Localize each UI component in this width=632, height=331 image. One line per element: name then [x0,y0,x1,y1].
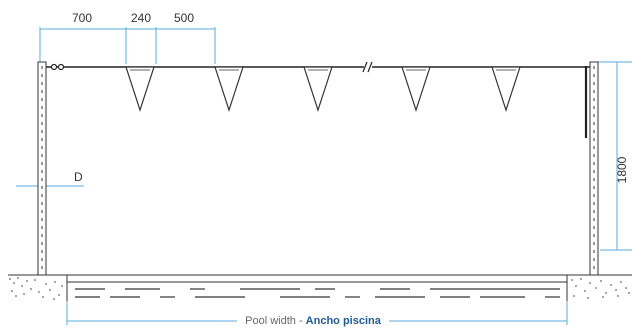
caption-separator: - [296,315,306,327]
dimension-700: 700 [72,11,92,25]
pool-width-caption-en: Pool width [245,315,296,327]
cable-tensioner [50,63,65,71]
caption-background [237,312,389,328]
top-dimension-lines [39,27,216,64]
cable-break [362,61,373,73]
ground-hatch-left [9,277,63,300]
dimension-240: 240 [131,11,151,25]
pool-width-caption: Pool width - Ancho piscina [245,315,382,327]
water-lines [75,288,560,298]
pool-width-caption-es: Ancho piscina [306,315,382,327]
left-post [37,61,47,276]
ground-hatch-right [571,278,630,299]
post-width-label: D [74,170,83,184]
pool-deck [8,274,632,301]
pennant-flags [125,66,521,112]
right-post [584,61,599,276]
dimension-500: 500 [174,11,194,25]
dimension-1800: 1800 [615,156,629,183]
